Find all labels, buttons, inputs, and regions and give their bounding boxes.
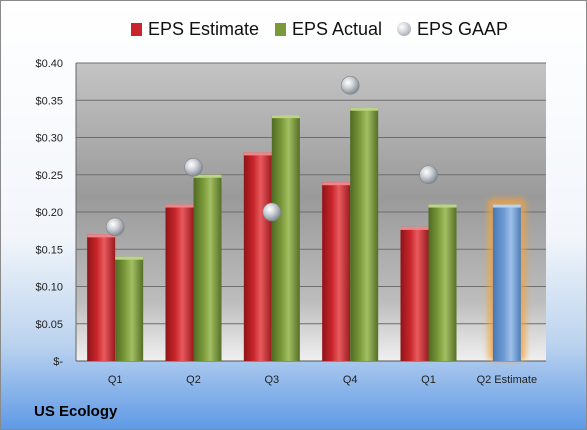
bar-eps-actual bbox=[193, 174, 222, 361]
x-tick-label: Q1 bbox=[421, 374, 436, 386]
bar-eps-actual bbox=[428, 204, 457, 361]
bar-top-highlight bbox=[492, 204, 521, 208]
bar-top-highlight bbox=[271, 115, 300, 119]
bar-eps-estimate bbox=[87, 234, 116, 361]
bar-top-highlight bbox=[428, 204, 457, 208]
x-tick-label: Q3 bbox=[264, 374, 279, 386]
legend-label-actual: EPS Actual bbox=[292, 18, 383, 39]
x-tick-label: Q2 bbox=[186, 374, 201, 386]
legend-swatch-estimate bbox=[131, 22, 142, 36]
legend-label-estimate: EPS Estimate bbox=[148, 18, 260, 39]
legend-label-gaap: EPS GAAP bbox=[417, 18, 509, 39]
marker-eps-gaap bbox=[340, 76, 360, 95]
y-tick-label: $0.20 bbox=[35, 207, 63, 219]
y-tick-label: $0.10 bbox=[35, 282, 63, 294]
legend-item-gaap: EPS GAAP bbox=[397, 17, 508, 41]
bar-top-highlight bbox=[322, 182, 351, 186]
marker-eps-gaap bbox=[184, 158, 203, 177]
y-tick-label: $0.35 bbox=[35, 95, 63, 107]
y-tick-label: $0.05 bbox=[35, 319, 63, 331]
y-tick-label: $- bbox=[53, 356, 63, 368]
y-tick-label: $0.25 bbox=[35, 170, 63, 182]
y-tick-label: $0.30 bbox=[35, 133, 63, 145]
marker-eps-gaap bbox=[262, 202, 282, 222]
bar-top-highlight bbox=[193, 174, 222, 178]
bar-top-highlight bbox=[87, 234, 116, 238]
bar-eps-actual bbox=[115, 256, 144, 361]
company-name: US Ecology bbox=[34, 403, 118, 420]
y-tick-label: $0.40 bbox=[35, 58, 63, 70]
x-tick-label: Q4 bbox=[343, 374, 358, 386]
bar-top-highlight bbox=[165, 204, 194, 208]
bar-eps-estimate bbox=[165, 204, 194, 361]
bar-eps-estimate bbox=[322, 182, 351, 361]
bar-top-highlight bbox=[243, 152, 272, 156]
legend-item-actual: EPS Actual bbox=[275, 17, 382, 41]
legend-item-estimate: EPS Estimate bbox=[131, 17, 259, 41]
bar-q2-estimate bbox=[492, 204, 521, 361]
marker-eps-gaap bbox=[419, 165, 438, 185]
bar-top-highlight bbox=[350, 107, 379, 111]
bar-eps-actual bbox=[271, 115, 300, 362]
legend-marker-gaap bbox=[397, 22, 411, 36]
x-tick-label: Q1 bbox=[108, 374, 123, 386]
legend-swatch-actual bbox=[275, 22, 286, 36]
bar-top-highlight bbox=[115, 256, 144, 260]
legend: EPS Estimate EPS Actual EPS GAAP bbox=[1, 17, 586, 41]
y-tick-label: $0.15 bbox=[35, 244, 63, 256]
bar-eps-estimate bbox=[243, 152, 272, 361]
x-tick-label: Q2 Estimate bbox=[477, 374, 538, 386]
marker-eps-gaap bbox=[105, 217, 125, 237]
bar-eps-actual bbox=[350, 107, 379, 361]
bar-top-highlight bbox=[400, 226, 429, 230]
bar-eps-estimate bbox=[400, 226, 429, 361]
